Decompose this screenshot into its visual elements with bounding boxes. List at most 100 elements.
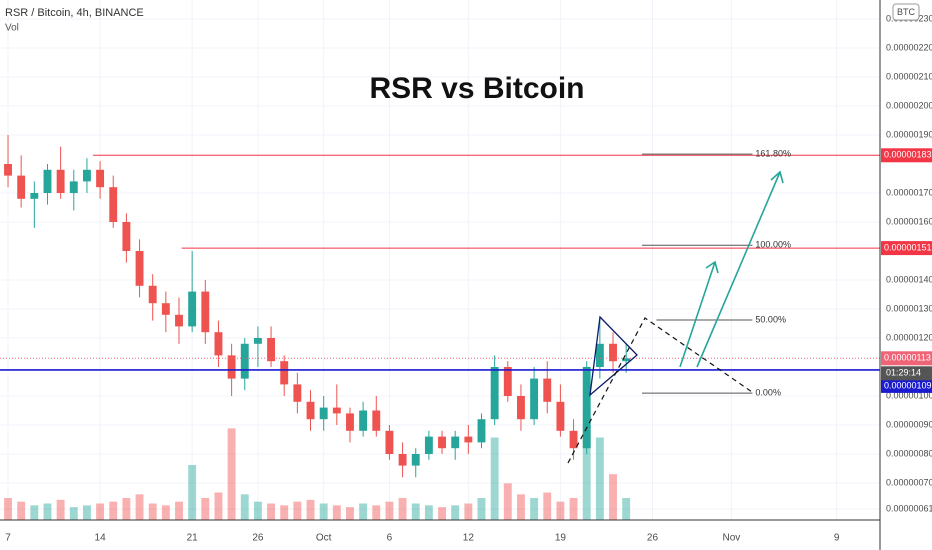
price-label-box xyxy=(881,148,932,163)
volume-bar xyxy=(346,507,354,520)
candle-body xyxy=(372,410,381,431)
candle-body xyxy=(503,366,512,396)
candle-body xyxy=(385,430,394,454)
candle-body xyxy=(161,303,170,315)
volume-bar xyxy=(503,483,512,520)
y-tick-label: 0.00000220 xyxy=(886,42,932,52)
volume-bar xyxy=(451,505,460,520)
candle-body xyxy=(56,169,65,193)
candle-body xyxy=(438,436,446,449)
candle-body xyxy=(43,169,52,193)
volume-bar xyxy=(517,494,525,520)
x-tick-label: 9 xyxy=(834,533,840,544)
y-tick-label: 0.00000120 xyxy=(886,332,932,342)
volume-bar xyxy=(332,505,341,520)
candle-body xyxy=(569,430,578,449)
candle-body xyxy=(30,192,39,199)
volume-bar xyxy=(582,410,591,520)
volume-bar xyxy=(135,494,144,520)
volume-bar xyxy=(56,499,65,520)
volume-bar xyxy=(595,437,604,520)
volume-bar xyxy=(188,465,197,520)
candle-body xyxy=(175,314,183,327)
x-tick-label: 26 xyxy=(252,533,264,544)
volume-label: Vol xyxy=(5,23,19,34)
volume-bar xyxy=(438,507,446,520)
volume-bar xyxy=(543,492,552,520)
volume-bar xyxy=(411,503,420,520)
candle-body xyxy=(451,436,460,449)
volume-bar xyxy=(359,503,368,520)
volume-bar xyxy=(43,503,52,520)
candle-body xyxy=(464,436,473,443)
volume-bar xyxy=(122,498,131,520)
volume-bar xyxy=(82,505,91,520)
fib-label: 0.00% xyxy=(755,387,781,397)
x-tick-label: 12 xyxy=(463,533,475,544)
candle-body xyxy=(319,407,328,420)
y-tick-label: 0.00000170 xyxy=(886,187,932,197)
volume-bar xyxy=(161,505,170,520)
volume-bar xyxy=(109,501,118,520)
y-tick-label: 0.00000210 xyxy=(886,71,932,81)
current-price-box xyxy=(881,351,932,366)
volume-bar xyxy=(69,507,78,520)
price-label: 0.00000151 xyxy=(884,242,932,252)
candle-body xyxy=(188,291,197,327)
price-label: 0.00000109 xyxy=(884,380,932,390)
fib-label: 100.00% xyxy=(755,240,791,250)
volume-bar xyxy=(398,498,407,520)
candle-body xyxy=(135,250,144,286)
projection-path xyxy=(567,317,753,464)
candle-body xyxy=(609,343,617,362)
candle-body xyxy=(517,395,525,420)
symbol: RSR / Bitcoin, 4h, BINANCE xyxy=(5,7,144,19)
candle-body xyxy=(69,181,78,193)
volume-bar xyxy=(306,499,315,520)
countdown-box xyxy=(881,366,932,381)
candle-body xyxy=(82,169,91,182)
chart-title: RSR vs Bitcoin xyxy=(369,72,584,105)
candle-body xyxy=(293,384,302,402)
volume-bar xyxy=(148,503,157,520)
volume-bar xyxy=(530,498,539,520)
countdown-label: 01:29:14 xyxy=(886,368,921,378)
candle-body xyxy=(96,169,105,188)
volume-bar xyxy=(385,501,394,520)
candle-body xyxy=(477,419,486,443)
candle-body xyxy=(148,285,157,304)
volume-bar xyxy=(267,503,276,520)
candle-body xyxy=(306,401,315,420)
x-tick-label: 14 xyxy=(95,533,107,544)
volume-bar xyxy=(227,428,236,520)
current-price-label: 0.00000113 xyxy=(884,353,931,363)
volume-bar xyxy=(319,503,328,520)
volume-bar xyxy=(30,505,39,520)
x-tick-label: Nov xyxy=(722,533,740,544)
volume-bar xyxy=(372,505,381,520)
y-tick-label: 0.00000100 xyxy=(886,390,932,400)
candle-body xyxy=(346,413,354,431)
candle-body xyxy=(227,355,236,379)
y-tick-label: 0.00000070 xyxy=(886,477,932,487)
x-tick-label: 7 xyxy=(5,533,11,544)
candle-body xyxy=(17,175,26,199)
currency-button[interactable] xyxy=(892,3,920,21)
currency-button-label[interactable]: BTC xyxy=(897,7,916,17)
y-tick-label: 0.00000190 xyxy=(886,129,932,139)
candle-body xyxy=(109,187,118,222)
volume-bar xyxy=(175,501,183,520)
candle-body xyxy=(122,221,131,251)
y-tick-label: 0.00000140 xyxy=(886,274,932,284)
drawings xyxy=(567,170,784,464)
x-tick-label: 21 xyxy=(187,533,199,544)
triangle xyxy=(589,315,638,397)
candle-body xyxy=(253,337,262,344)
candle-body xyxy=(543,378,552,402)
volume-bar xyxy=(280,505,289,520)
volume-bar xyxy=(4,498,12,520)
volume-bar xyxy=(464,503,473,520)
candle-body xyxy=(280,361,289,385)
candle-body xyxy=(582,366,591,449)
